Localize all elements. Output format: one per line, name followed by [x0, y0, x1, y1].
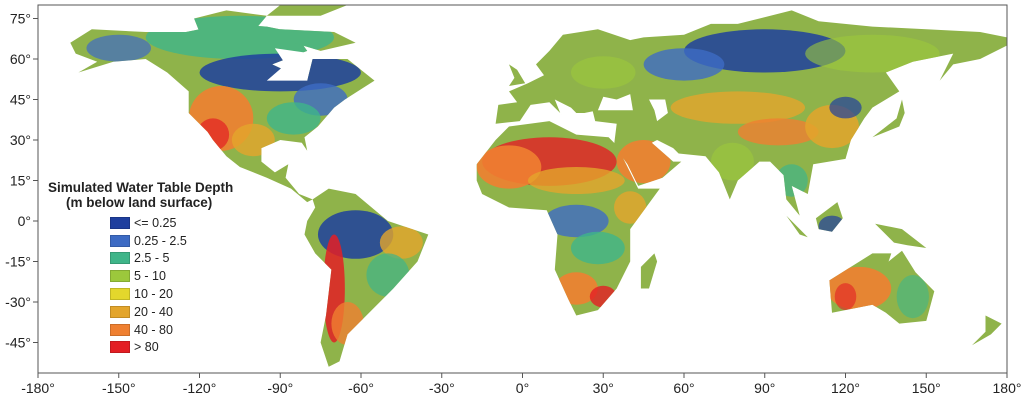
legend-label: > 80: [134, 340, 159, 355]
depth-region: [643, 48, 725, 81]
legend-label: 2.5 - 5: [134, 251, 170, 266]
legend-swatch: [110, 234, 130, 247]
legend-label: 5 - 10: [134, 269, 166, 284]
y-tick-label: 75°: [10, 11, 31, 27]
legend-label: 10 - 20: [134, 287, 173, 302]
x-tick-label: -150°: [102, 380, 136, 396]
y-tick-label: 0°: [18, 213, 31, 229]
depth-region: [589, 285, 617, 308]
depth-region: [379, 226, 423, 259]
depth-region: [737, 118, 819, 146]
depth-region: [86, 34, 152, 62]
y-tick-label: 45°: [10, 92, 31, 108]
lakes: [266, 48, 668, 122]
depth-region: [775, 164, 808, 197]
water-body: [266, 48, 313, 81]
legend-label: 40 - 80: [134, 322, 173, 337]
x-tick-label: 150°: [912, 380, 941, 396]
y-tick-label: -15°: [5, 254, 31, 270]
depth-region: [616, 140, 671, 184]
legend-swatch: [110, 270, 130, 283]
landmass-new-zealand: [972, 315, 1002, 346]
legend-swatch: [110, 288, 130, 301]
legend-label: 0.25 - 2.5: [134, 233, 187, 248]
y-tick-label: 30°: [10, 132, 31, 148]
y-tick-label: 15°: [10, 173, 31, 189]
landmass-new-guinea: [875, 223, 927, 248]
depth-region: [527, 167, 625, 194]
legend-swatch: [110, 305, 130, 318]
landmass-madagascar: [640, 253, 658, 289]
depth-region: [614, 191, 647, 224]
legend-swatch: [110, 216, 130, 229]
y-tick-label: -30°: [5, 294, 31, 310]
x-tick-label: 120°: [831, 380, 860, 396]
legend-title: Simulated Water Table Depth: [48, 180, 234, 195]
landmass-sumatra: [778, 207, 808, 238]
depth-region: [805, 34, 940, 73]
depth-region: [829, 96, 862, 119]
depth-region: [266, 102, 321, 135]
depth-region: [834, 283, 857, 311]
legend-label: <= 0.25: [134, 215, 177, 230]
x-tick-label: 30°: [593, 380, 614, 396]
depth-region: [818, 215, 846, 238]
y-tick-label: -45°: [5, 335, 31, 351]
y-tick-label: 60°: [10, 51, 31, 67]
legend-swatch: [110, 341, 130, 354]
legend-item: 5 - 10: [110, 267, 233, 285]
legend: Simulated Water Table Depth (m below lan…: [48, 180, 233, 356]
depth-region: [366, 253, 410, 297]
depth-region: [670, 91, 806, 124]
legend-item: 20 - 40: [110, 303, 233, 321]
legend-item: <= 0.25: [110, 214, 233, 232]
water-body: [649, 99, 668, 122]
legend-item: 40 - 80: [110, 321, 233, 339]
axes: -180° -150° -120° -90° -60° -30° 0° 30° 60° 90° 12…: [5, 11, 1021, 397]
legend-swatch: [110, 252, 130, 265]
depth-region: [231, 123, 275, 157]
depth-region: [710, 142, 754, 181]
depth-region: [570, 231, 625, 265]
depth-region: [570, 56, 636, 89]
legend-item: > 80: [110, 339, 233, 357]
legend-item: 10 - 20: [110, 285, 233, 303]
x-tick-label: 90°: [754, 380, 775, 396]
x-tick-label: 180°: [993, 380, 1022, 396]
x-tick-label: -30°: [429, 380, 455, 396]
x-tick-label: 60°: [673, 380, 694, 396]
x-tick-label: -180°: [21, 380, 55, 396]
x-tick-label: 0°: [516, 380, 529, 396]
depth-region: [684, 29, 846, 73]
depth-region: [476, 145, 542, 189]
landmass-britain: [509, 64, 526, 86]
legend-subtitle: (m below land surface): [66, 195, 213, 210]
depth-region: [331, 302, 364, 346]
x-tick-label: -120°: [183, 380, 217, 396]
legend-label: 20 - 40: [134, 304, 173, 319]
legend-swatch: [110, 323, 130, 336]
depth-region: [544, 204, 609, 238]
depth-region: [145, 15, 335, 59]
x-tick-label: -90°: [267, 380, 293, 396]
landmass-arctic-islands-3: [266, 5, 348, 16]
depth-region: [896, 275, 929, 319]
x-tick-label: -60°: [348, 380, 374, 396]
legend-item: 0.25 - 2.5: [110, 232, 233, 250]
landmass-japan: [872, 99, 905, 138]
depth-region: [196, 118, 230, 151]
legend-item: 2.5 - 5: [110, 250, 233, 268]
